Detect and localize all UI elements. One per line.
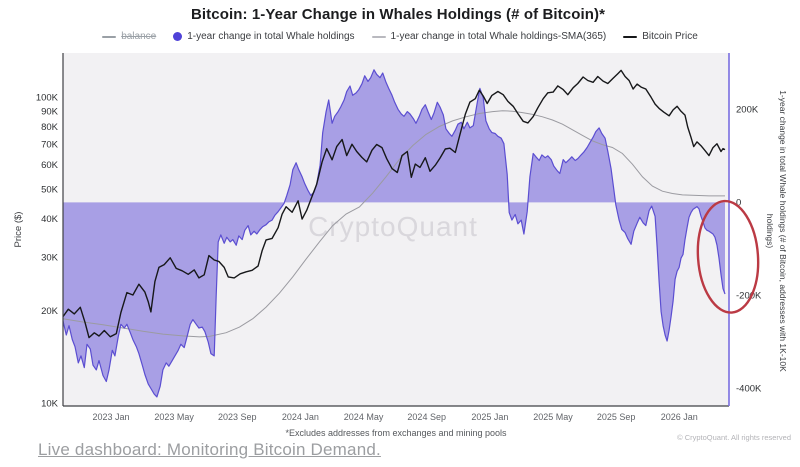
- x-axis-tick-label: 2024 Sep: [407, 412, 446, 422]
- whale-change-line: [62, 69, 726, 398]
- copyright-notice: © CryptoQuant. All rights reserved: [677, 433, 791, 442]
- x-axis-tick-label: 2025 Jan: [471, 412, 508, 422]
- price-line: [62, 69, 726, 339]
- legend-item-whale-change-sma[interactable]: 1-year change in total Whale holdings-SM…: [371, 31, 607, 42]
- legend-item-balance[interactable]: balance: [102, 31, 156, 42]
- left-axis-tick-label: 90K: [41, 106, 59, 117]
- right-axis-title-wrap: holdings): [765, 214, 775, 249]
- left-axis-tick-label: 50K: [41, 184, 59, 195]
- left-axis-title: Price ($): [13, 212, 24, 248]
- chart-footnote: *Excludes addresses from exchanges and m…: [285, 428, 507, 438]
- whale-change-area: [63, 69, 725, 397]
- x-axis-tick-label: 2023 Jan: [92, 412, 129, 422]
- left-axis-tick-label: 20K: [41, 306, 59, 317]
- left-axis-tick-label: 40K: [41, 214, 59, 225]
- x-axis-tick-label: 2024 May: [344, 412, 384, 422]
- right-axis-tick-label: -400K: [736, 384, 762, 395]
- sma-line: [62, 110, 725, 338]
- x-axis-tick-label: 2025 May: [533, 412, 573, 422]
- right-axis-tick-label: -200K: [736, 290, 762, 301]
- live-dashboard-link[interactable]: Live dashboard: Monitoring Bitcoin Deman…: [38, 440, 381, 459]
- left-axis-tick-label: 30K: [41, 252, 59, 263]
- legend-item-whale-change[interactable]: 1-year change in total Whale holdings: [173, 31, 355, 42]
- watermark-text: CryptoQuant: [308, 211, 478, 242]
- left-axis-tick-label: 70K: [41, 140, 59, 151]
- sma-line-marker-icon: [371, 35, 386, 38]
- left-axis-tick-label: 80K: [41, 122, 59, 133]
- left-axis-tick-label: 60K: [41, 160, 59, 171]
- x-axis-tick-label: 2023 Sep: [218, 412, 257, 422]
- whale-change-dot-marker-icon: [173, 32, 183, 41]
- legend-label: Bitcoin Price: [642, 31, 698, 42]
- right-axis-tick-label: 0: [736, 197, 741, 208]
- right-axis-tick-label: 200K: [736, 104, 759, 115]
- chart-legend: balance 1-year change in total Whale hol…: [0, 31, 800, 42]
- legend-item-bitcoin-price[interactable]: Bitcoin Price: [623, 31, 698, 42]
- price-line-marker-icon: [623, 35, 638, 38]
- highlight-ellipse: [696, 199, 760, 314]
- legend-label: 1-year change in total Whale holdings: [187, 31, 355, 42]
- chart-title: Bitcoin: 1-Year Change in Whales Holding…: [190, 6, 606, 23]
- right-axis-title: 1-year change in total Whale holdings (#…: [778, 90, 788, 372]
- left-axis-tick-label: 10K: [41, 398, 59, 409]
- balance-line-marker-icon: [102, 35, 117, 38]
- x-axis-tick-label: 2026 Jan: [661, 412, 698, 422]
- x-axis-tick-label: 2025 Sep: [597, 412, 636, 422]
- left-axis-tick-label: 100K: [36, 92, 59, 103]
- x-axis-tick-label: 2024 Jan: [282, 412, 319, 422]
- legend-label: balance: [121, 31, 157, 42]
- legend-label: 1-year change in total Whale holdings-SM…: [390, 31, 607, 42]
- x-axis-tick-label: 2023 May: [154, 412, 194, 422]
